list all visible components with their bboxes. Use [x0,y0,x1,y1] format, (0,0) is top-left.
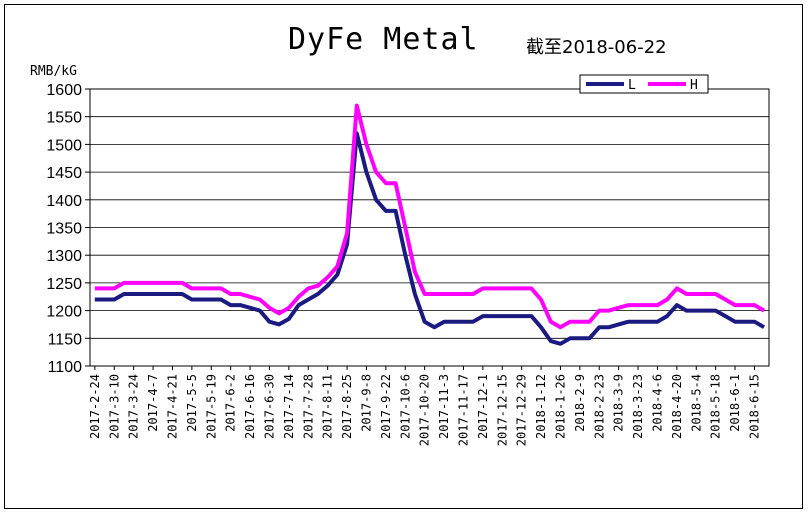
legend-label-h: H [690,78,698,93]
x-tick-label: 2017-12-1 [476,374,490,439]
x-tick-label: 2018-2-23 [592,374,606,439]
x-tick-label: 2018-5-4 [689,374,703,432]
legend-label-l: L [628,78,636,93]
x-tick-label: 2018-2-9 [573,374,587,432]
series-line-h [94,103,766,330]
chart-subtitle: 截至2018-06-22 [526,37,667,58]
y-tick-label: 1500 [46,137,82,154]
legend-box [579,74,709,94]
x-tick-label: 2018-6-1 [728,374,742,432]
x-tick-label: 2017-12-15 [495,374,509,446]
x-tick-label: 2017-6-2 [224,374,238,432]
chart-title: DyFe Metal [288,22,479,57]
x-tick-label: 2017-5-19 [204,374,218,439]
y-axis-unit-label: RMB/kG [30,64,77,79]
x-tick-label: 2018-1-26 [553,374,567,439]
x-tick-label: 2017-2-24 [88,374,102,439]
x-tick-label: 2017-7-14 [282,374,296,439]
x-tick-label: 2017-6-30 [262,374,276,439]
x-tick-label: 2017-8-25 [340,374,354,439]
y-tick-label: 1150 [48,331,83,348]
x-tick-label: 2017-6-16 [243,374,257,439]
x-tick-label: 2017-4-7 [146,374,160,432]
x-tick-label: 2018-6-15 [747,374,761,439]
y-tick-label: 1450 [46,165,82,182]
x-tick-label: 2017-3-24 [127,374,141,439]
y-tick-label: 1300 [46,248,82,265]
x-tick-label: 2017-7-28 [301,374,315,439]
x-tick-label: 2017-3-10 [107,374,121,439]
x-tick-label: 2017-12-29 [515,374,529,446]
y-tick-label: 1400 [46,193,82,210]
y-tick-label: 1600 [46,82,82,99]
x-tick-label: 2017-9-22 [379,374,393,439]
x-tick-label: 2018-4-20 [670,374,684,439]
y-tick-label: 1550 [46,110,82,127]
x-tick-label: 2018-1-12 [534,374,548,439]
x-tick-label: 2017-11-3 [437,374,451,439]
x-tick-label: 2017-4-21 [165,374,179,439]
x-tick-label: 2018-4-6 [650,374,664,432]
x-tick-label: 2017-8-11 [321,374,335,439]
y-tick-label: 1200 [46,304,82,321]
x-tick-label: 2018-5-18 [709,374,723,439]
x-tick-label: 2018-3-9 [612,374,626,432]
series-layer [94,103,766,346]
y-tick-label: 1350 [46,221,82,238]
axis-layer: 1100 1150 1200 1250 1300 1350 1400 1450 1500 1550… [46,82,761,446]
x-tick-label: 2017-11-17 [456,374,470,446]
y-tick-label: 1100 [48,359,83,376]
x-tick-label: 2017-10-6 [398,374,412,439]
x-tick-label: 2017-10-20 [418,374,432,446]
x-tick-label: 2017-9-8 [359,374,373,432]
series-line-l [94,131,766,346]
y-tick-label: 1250 [46,276,82,293]
x-tick-label: 2017-5-5 [185,374,199,432]
x-tick-label: 2018-3-23 [631,374,645,439]
